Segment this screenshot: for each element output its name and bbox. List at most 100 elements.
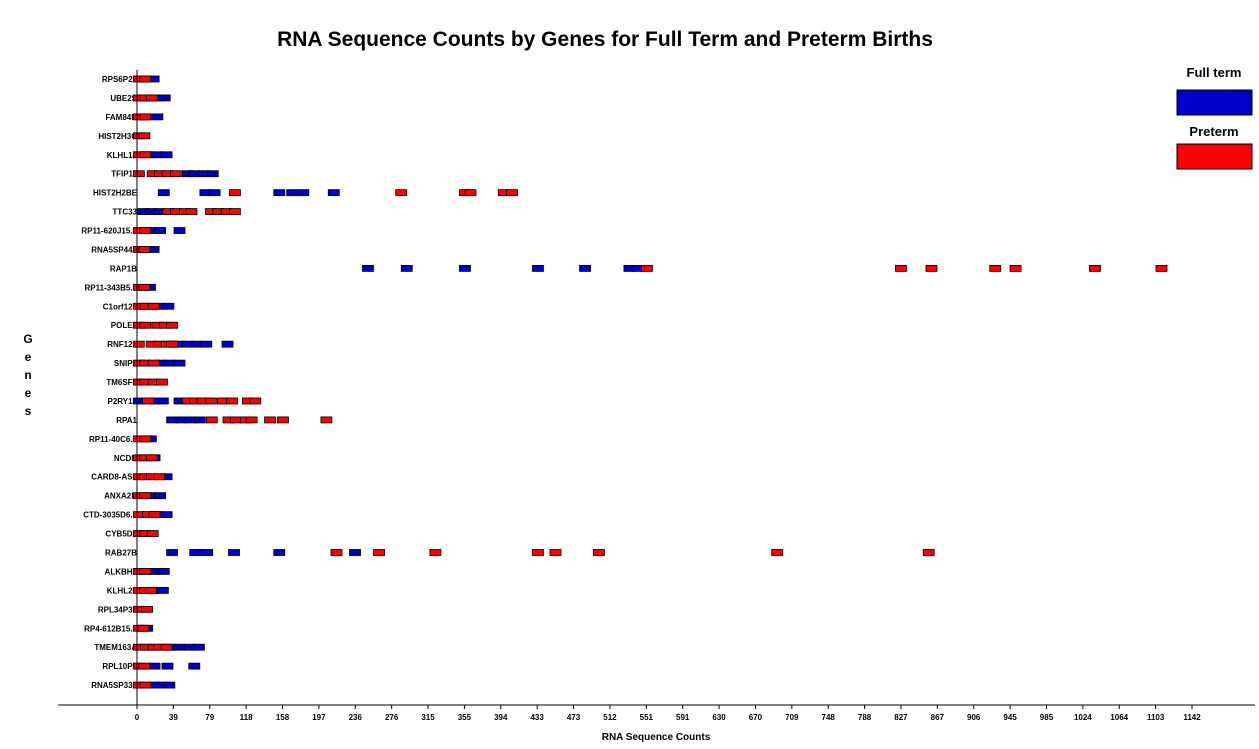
gene-label: TFIP11 xyxy=(111,170,137,179)
y-axis-label-letter: e xyxy=(25,386,32,400)
x-tick-label: 512 xyxy=(603,713,617,722)
preterm-mark xyxy=(895,264,907,272)
full-term-mark xyxy=(154,227,166,234)
x-tick-label: 197 xyxy=(312,713,326,722)
preterm-mark xyxy=(320,416,333,424)
full-term-mark xyxy=(156,586,169,594)
x-tick-label: 906 xyxy=(967,713,981,722)
x-ticks: 0 39 79 118 158 197 236 276 315 355 394 433 473 512 55… xyxy=(135,705,1201,722)
full-term-mark xyxy=(151,113,164,121)
preterm-mark xyxy=(166,321,179,329)
full-term-mark xyxy=(163,681,176,689)
gene-row xyxy=(132,530,159,537)
gene-label: C1orf123 xyxy=(103,302,138,311)
full-term-mark xyxy=(273,189,286,197)
preterm-mark xyxy=(989,264,1002,272)
gene-label: KLHL20 xyxy=(107,586,138,595)
x-tick-label: 1064 xyxy=(1110,713,1128,722)
gene-label: RNA5SP442 xyxy=(91,245,137,254)
preterm-mark xyxy=(147,302,160,310)
gene-row xyxy=(132,321,179,329)
preterm-mark xyxy=(141,605,154,613)
full-term-mark xyxy=(297,189,310,197)
preterm-mark xyxy=(139,568,152,575)
gene-label: TM6SF1 xyxy=(106,378,137,387)
full-term-mark xyxy=(158,94,171,102)
preterm-mark xyxy=(330,549,343,556)
full-term-mark xyxy=(173,227,186,234)
preterm-mark xyxy=(229,416,242,424)
gene-row xyxy=(132,132,151,140)
gene-row xyxy=(132,454,161,462)
legend-swatch-preterm xyxy=(1176,143,1253,170)
x-tick-label: 236 xyxy=(349,713,363,722)
gene-label: ALKBH2 xyxy=(105,567,138,576)
full-term-mark xyxy=(273,549,286,556)
y-axis-label-letter: s xyxy=(25,404,32,418)
gene-row xyxy=(132,75,160,83)
gene-label: HIST2H2BE xyxy=(93,189,138,198)
full-term-mark xyxy=(200,340,213,348)
x-axis-title: RNA Sequence Counts xyxy=(602,732,711,743)
legend: Full term Preterm xyxy=(1176,65,1253,170)
preterm-mark xyxy=(641,264,653,272)
preterm-mark xyxy=(922,549,935,556)
x-tick-label: 0 xyxy=(135,713,140,722)
gene-label: CYB5D2 xyxy=(105,530,137,539)
gene-label: RNF123 xyxy=(107,340,137,349)
gene-label: RNA5SP338 xyxy=(91,681,137,690)
preterm-mark xyxy=(1155,264,1168,272)
preterm-mark xyxy=(144,586,157,594)
x-tick-label: 591 xyxy=(676,713,690,722)
gene-row xyxy=(132,681,176,689)
gene-row xyxy=(132,473,173,481)
x-tick-label: 670 xyxy=(749,713,763,722)
preterm-mark xyxy=(264,416,276,424)
preterm-mark xyxy=(1089,264,1101,272)
full-term-mark xyxy=(188,662,201,670)
full-term-mark xyxy=(156,397,169,405)
x-tick-label: 39 xyxy=(169,713,178,722)
x-tick-label: 276 xyxy=(385,713,399,722)
gene-row xyxy=(132,113,164,121)
x-tick-label: 315 xyxy=(421,713,435,722)
data-marks xyxy=(132,75,1168,689)
full-term-mark xyxy=(459,264,471,272)
x-tick-label: 79 xyxy=(205,713,214,722)
preterm-mark xyxy=(139,227,152,234)
preterm-mark xyxy=(139,321,152,329)
x-tick-label: 118 xyxy=(240,713,253,722)
full-term-mark xyxy=(349,549,361,556)
gene-label: P2RY12 xyxy=(108,397,138,406)
gene-row xyxy=(166,416,333,424)
gene-label: UBE2S xyxy=(110,94,137,103)
x-tick-label: 158 xyxy=(276,713,290,722)
preterm-mark xyxy=(169,170,182,178)
full-term-mark xyxy=(201,549,214,556)
preterm-mark xyxy=(229,189,241,197)
gene-label: TMEM163A xyxy=(94,643,137,652)
preterm-mark xyxy=(145,94,158,102)
gene-label: RP4-612B15.2 xyxy=(84,624,137,633)
preterm-mark xyxy=(138,246,151,253)
full-term-mark xyxy=(192,643,205,651)
preterm-mark xyxy=(148,511,161,519)
full-term-mark xyxy=(579,264,591,272)
preterm-mark xyxy=(249,397,262,405)
preterm-mark xyxy=(139,113,152,121)
preterm-mark xyxy=(166,340,179,348)
legend-label-full-term: Full term xyxy=(1187,65,1242,80)
gene-row xyxy=(132,586,169,594)
gene-row xyxy=(132,435,157,443)
gene-label: RPL10P3 xyxy=(102,662,137,671)
gene-label: RAB27B xyxy=(105,549,137,558)
preterm-mark xyxy=(153,473,166,481)
preterm-mark xyxy=(245,416,258,424)
y-axis-label-letter: G xyxy=(23,332,32,346)
preterm-mark xyxy=(277,416,289,424)
x-tick-label: 630 xyxy=(712,713,726,722)
gene-row xyxy=(132,492,166,500)
preterm-mark xyxy=(925,264,938,272)
